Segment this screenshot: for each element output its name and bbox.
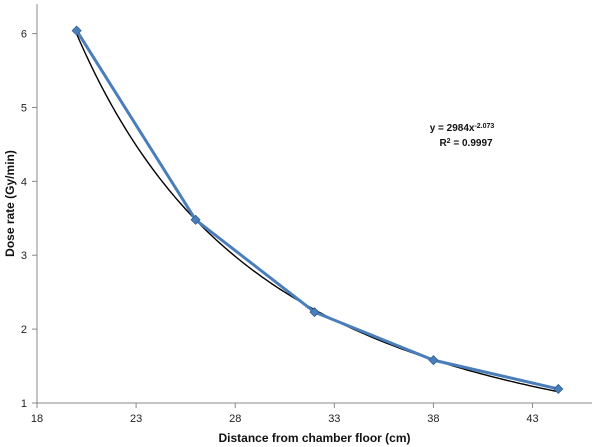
- r-squared-value: = 0.9997: [451, 138, 493, 149]
- r-squared-sup: 2: [447, 138, 451, 145]
- x-axis-title: Distance from chamber floor (cm): [218, 431, 410, 445]
- x-tick-label: 28: [229, 413, 241, 425]
- x-ticks: 18 23 28 33 38 43: [31, 403, 539, 425]
- data-point-marker: [553, 383, 564, 395]
- y-tick-label: 6: [21, 29, 27, 41]
- equation-exponent: -2.073: [474, 123, 494, 130]
- y-ticks: 1 2 3 4 5 6: [21, 29, 37, 410]
- x-tick-label: 33: [328, 413, 340, 425]
- x-tick-label: 43: [526, 413, 538, 425]
- power-trendline: [75, 33, 559, 393]
- y-tick-label: 1: [21, 398, 27, 410]
- data-point-marker: [190, 214, 201, 225]
- series-line: [75, 29, 559, 391]
- data-points: [71, 25, 564, 395]
- r-squared-label: R2 = 0.9997: [439, 138, 493, 150]
- equation-base: y = 2984x: [430, 123, 475, 134]
- y-tick-label: 3: [21, 250, 27, 262]
- y-axis-title: Dose rate (Gy/min): [3, 150, 17, 257]
- r-squared-base: R: [439, 138, 447, 149]
- data-point-marker: [309, 307, 320, 318]
- x-tick-label: 23: [130, 413, 142, 425]
- data-point-marker: [428, 355, 439, 366]
- x-tick-label: 38: [427, 413, 439, 425]
- data-point-marker: [71, 25, 82, 36]
- y-tick-label: 4: [21, 176, 27, 188]
- x-tick-label: 18: [31, 413, 43, 425]
- trendline-equation: y = 2984x-2.073: [430, 123, 495, 135]
- axes: [36, 4, 592, 404]
- y-tick-label: 5: [21, 102, 27, 114]
- y-tick-label: 2: [21, 324, 27, 336]
